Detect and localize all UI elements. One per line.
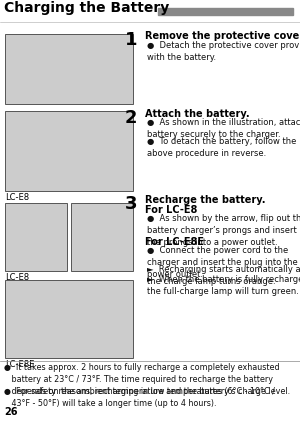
Text: ►  When the battery is fully recharged,
the full-charge lamp will turn green.: ► When the battery is fully recharged, t… (147, 275, 300, 296)
Text: ●  As shown by the arrow, flip out the
battery charger’s prongs and insert
the p: ● As shown by the arrow, flip out the ba… (147, 214, 300, 247)
Bar (5, 203, 67, 271)
Text: ●  Detach the protective cover provided
with the battery.: ● Detach the protective cover provided w… (147, 41, 300, 62)
Text: ►  Recharging starts automatically and
the charge lamp turns orange.: ► Recharging starts automatically and th… (147, 265, 300, 286)
Text: For LC-E8: For LC-E8 (145, 205, 197, 215)
Text: LC-E8E: LC-E8E (5, 360, 34, 369)
Bar (0, 0, 300, 22)
Text: 26: 26 (4, 407, 17, 417)
Text: Charging the Battery: Charging the Battery (4, 1, 169, 15)
Text: LC-E8: LC-E8 (5, 193, 29, 202)
Text: 2: 2 (124, 109, 137, 127)
Bar (71, 203, 133, 271)
Bar (158, 8, 293, 15)
Text: ●  It takes approx. 2 hours to fully recharge a completely exhausted
   battery : ● It takes approx. 2 hours to fully rech… (4, 363, 290, 396)
Bar (5, 111, 133, 191)
Text: ●  Connect the power cord to the
charger and insert the plug into the
power outl: ● Connect the power cord to the charger … (147, 246, 298, 279)
Text: Recharge the battery.: Recharge the battery. (145, 195, 266, 205)
Bar (5, 280, 133, 358)
Bar (5, 34, 133, 104)
Text: For LC-E8E: For LC-E8E (145, 237, 204, 247)
Text: 1: 1 (124, 31, 137, 49)
Text: LC-E8: LC-E8 (5, 273, 29, 282)
Text: 3: 3 (124, 195, 137, 213)
Text: Attach the battery.: Attach the battery. (145, 109, 250, 119)
Text: ●  For safety reasons, recharging in low temperatures (6°C - 10°C /
   43°F - 50: ● For safety reasons, recharging in low … (4, 387, 275, 408)
Text: ●  As shown in the illustration, attach the
battery securely to the charger.: ● As shown in the illustration, attach t… (147, 118, 300, 139)
Text: Remove the protective cover.: Remove the protective cover. (145, 31, 300, 41)
Text: ●  To detach the battery, follow the
above procedure in reverse.: ● To detach the battery, follow the abov… (147, 137, 296, 158)
